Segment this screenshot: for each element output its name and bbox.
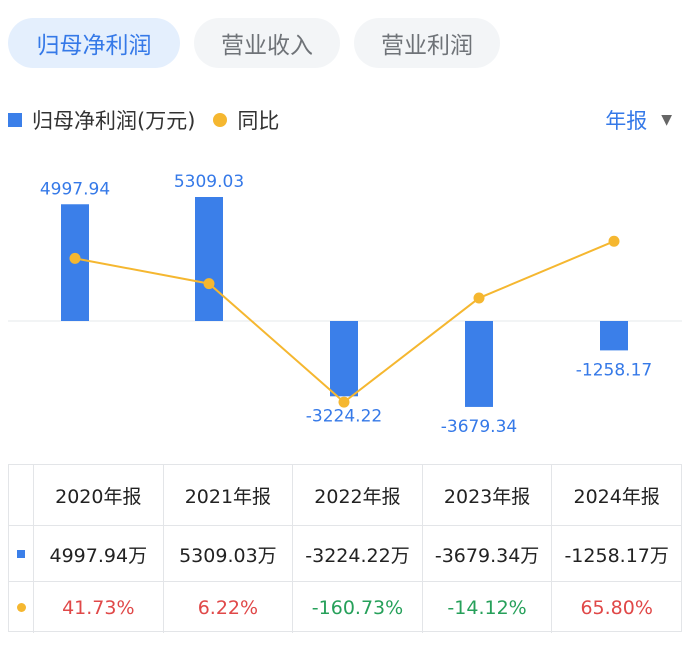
yoy-point-2024年报[interactable] [608,235,620,247]
bar-legend-label: 归母净利润(万元) [32,109,196,133]
table-cell: 65.80% [551,582,681,633]
table-header-cell: 2021年报 [162,465,293,525]
table-cell: 4997.94万 [33,526,163,582]
tab-net-profit[interactable]: 归母净利润 [8,18,180,68]
bar-value-label: 4997.94 [40,179,110,199]
table-row-profit: 4997.94万 5309.03万 -3224.22万 -3679.34万 -1… [9,525,681,582]
yoy-point-2023年报[interactable] [473,292,485,304]
yoy-row-marker [9,582,33,633]
yoy-point-2021年报[interactable] [203,278,215,290]
line-legend-icon [213,113,228,127]
period-selector[interactable]: 年报 ▼ [605,104,672,136]
period-label: 年报 [605,109,648,133]
table-cell: -3224.22万 [292,526,422,582]
table-header-cell: 2023年报 [421,465,552,525]
table-header-cell: 2020年报 [33,465,163,525]
table-corner-cell [9,465,33,525]
table-cell: -1258.17万 [551,526,681,582]
chart-legend: 归母净利润(万元) 同比 [8,104,279,136]
bar-value-label: -3224.22 [306,406,382,426]
tab-operating-profit[interactable]: 营业利润 [354,18,500,68]
bar-value-label: -1258.17 [576,360,652,380]
bar-marker-icon [17,550,25,558]
table-header-cell: 2024年报 [551,465,681,525]
data-table: 2020年报 2021年报 2022年报 2023年报 2024年报 4997.… [8,464,682,633]
table-header-cell: 2022年报 [292,465,422,525]
yoy-point-2020年报[interactable] [69,252,81,264]
table-cell: 5309.03万 [162,526,293,582]
bar-2022年报[interactable] [330,321,358,397]
bar-2023年报[interactable] [465,321,493,407]
table-cell: 6.22% [162,582,293,633]
table-cell: 41.73% [33,582,163,633]
yoy-point-2022年报[interactable] [338,396,350,408]
bar-value-label: 5309.03 [174,172,244,192]
bar-legend-icon [8,113,22,127]
table-row-yoy: 41.73% 6.22% -160.73% -14.12% 65.80% [9,581,681,633]
bar-2021年报[interactable] [195,197,223,321]
table-cell: -14.12% [421,582,552,633]
table-cell: -3679.34万 [421,526,552,582]
profit-chart: 4997.94 5309.03 -3224.22 -3679.34 -1258.17 [8,172,682,437]
line-legend-label: 同比 [237,109,280,133]
bar-2024年报[interactable] [600,321,628,351]
dot-marker-icon [16,603,26,612]
table-cell: -160.73% [292,582,422,633]
chevron-down-icon: ▼ [661,112,672,128]
bar-value-label: -3679.34 [441,417,517,437]
table-header-row: 2020年报 2021年报 2022年报 2023年报 2024年报 [9,465,681,525]
tab-revenue[interactable]: 营业收入 [194,18,340,68]
profit-row-marker [9,526,33,582]
